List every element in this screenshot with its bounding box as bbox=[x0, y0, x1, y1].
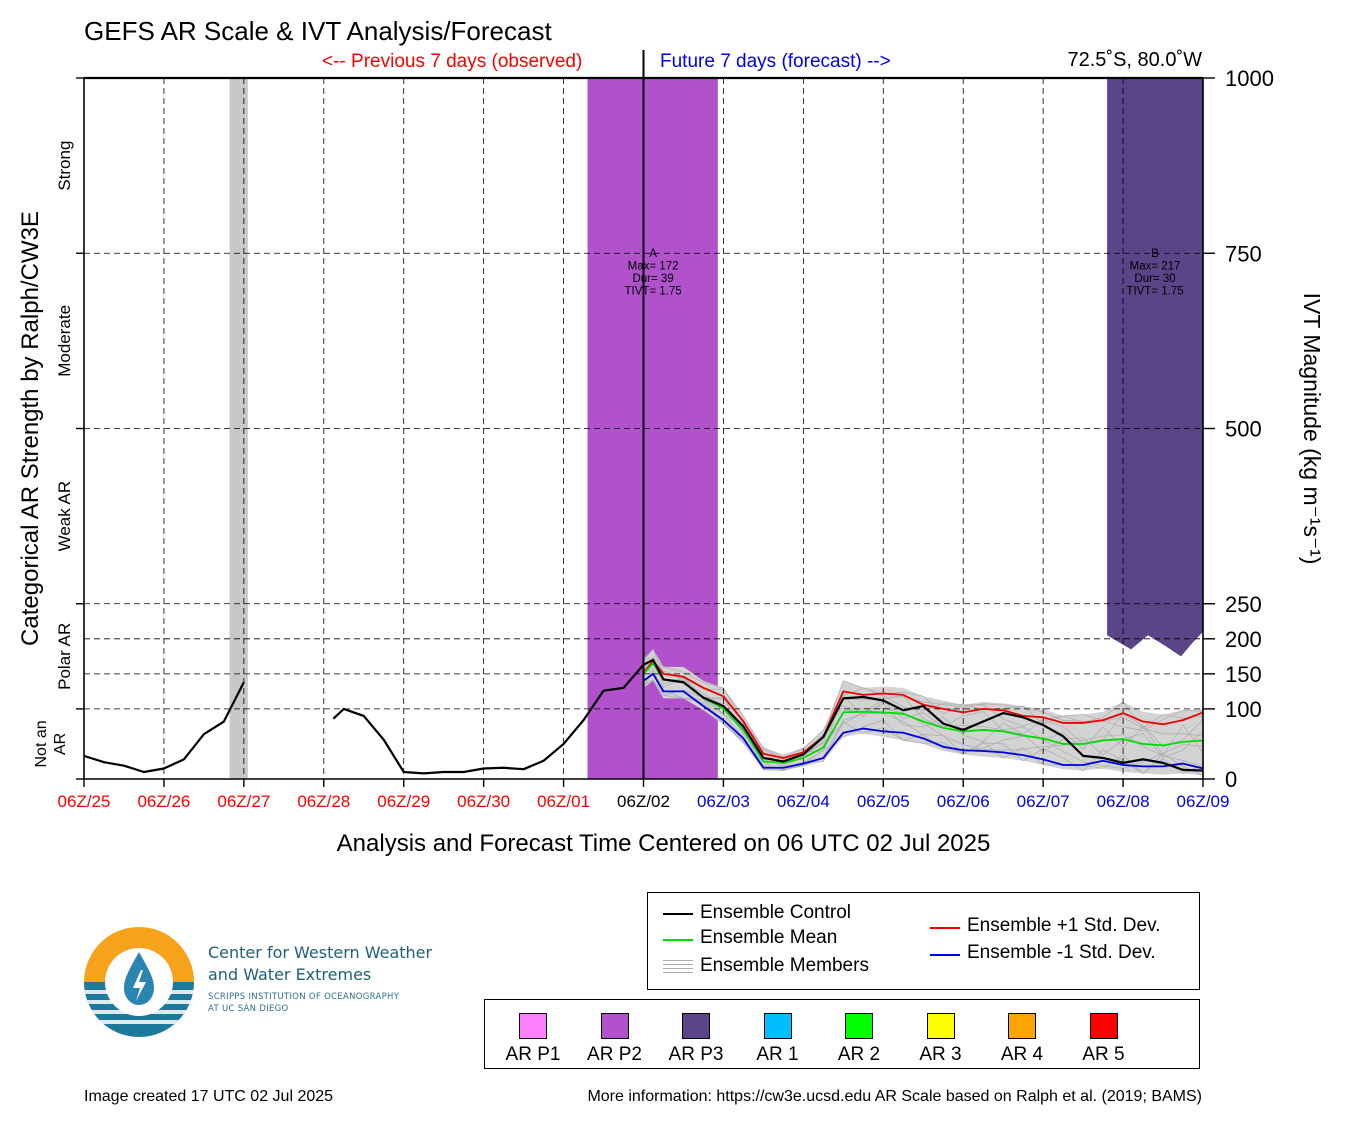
x-tick-label: 06Z/09 bbox=[1177, 792, 1230, 811]
logo-line-1: Center for Western Weather bbox=[208, 943, 433, 962]
y-tick-label: 100 bbox=[1225, 697, 1262, 722]
series-control-1 bbox=[332, 658, 1203, 775]
chart-title: GEFS AR Scale & IVT Analysis/Forecast bbox=[84, 16, 552, 46]
y-tick-label: 750 bbox=[1225, 241, 1262, 266]
category-label-3: Moderate bbox=[55, 305, 74, 377]
y-tick-label: 200 bbox=[1225, 627, 1262, 652]
legend-minus-sd-swatch bbox=[930, 954, 960, 956]
ar-scale-swatch bbox=[845, 1013, 873, 1039]
ensemble-member-8 bbox=[643, 648, 1203, 760]
cw3e-logo-icon bbox=[84, 927, 194, 1037]
axis-text: 06Z/25 06Z/26 06Z/27 06Z/28 06Z/29 06Z/30 06Z/… bbox=[17, 66, 1325, 857]
category-label-1: Polar AR bbox=[55, 623, 74, 690]
event-annotation-line: Dur= 39 bbox=[632, 273, 673, 285]
x-tick-label: 06Z/06 bbox=[937, 792, 990, 811]
category-label-line: Not an bbox=[33, 720, 50, 767]
ar-scale-swatch bbox=[1089, 1013, 1118, 1039]
axes bbox=[76, 50, 1215, 787]
event-annotation-line: B bbox=[1151, 248, 1159, 260]
cw3e-logo: Center for Western Weather and Water Ext… bbox=[84, 926, 484, 1041]
ar-scale-label: AR 3 bbox=[919, 1044, 962, 1065]
logo-sub-2: AT UC SAN DIEGO bbox=[208, 1004, 289, 1014]
category-label-4: Strong bbox=[55, 141, 74, 191]
x-tick-label: 06Z/03 bbox=[697, 792, 750, 811]
x-tick-label: 06Z/28 bbox=[297, 792, 350, 811]
ar-scale-label: AR 2 bbox=[837, 1044, 881, 1065]
event-annotation-line: Dur= 30 bbox=[1134, 273, 1175, 285]
ar-scale-label: AR 4 bbox=[1000, 1044, 1044, 1065]
y-tick-label: 0 bbox=[1225, 767, 1237, 792]
x-tick-label: 06Z/01 bbox=[537, 792, 590, 811]
ar-scale-label: AR P3 bbox=[668, 1044, 724, 1065]
series-plus_sd-0 bbox=[642, 660, 1203, 759]
ar-scale-swatch bbox=[1008, 1013, 1036, 1039]
ar-scale-label: AR P1 bbox=[505, 1044, 561, 1065]
future-days-label: Future 7 days (forecast) --> bbox=[660, 51, 891, 72]
event-annotation-line: TIVT= 1.75 bbox=[1126, 285, 1183, 297]
event-annotation-line: A bbox=[649, 248, 657, 260]
ensemble-member-1 bbox=[643, 668, 1203, 776]
x-tick-label: 06Z/29 bbox=[377, 792, 430, 811]
y-tick-label: 250 bbox=[1225, 592, 1262, 617]
legend-minus-sd-label: Ensemble -1 Std. Dev. bbox=[967, 942, 1156, 963]
ar-scale-swatch bbox=[682, 1013, 710, 1039]
ensemble-member-4 bbox=[643, 669, 1203, 768]
ar-scale-swatch bbox=[519, 1013, 547, 1039]
ar-scale-swatch bbox=[600, 1013, 629, 1039]
legend-members-label: Ensemble Members bbox=[700, 955, 869, 976]
x-tick-label: 06Z/26 bbox=[137, 792, 190, 811]
legend-control-label: Ensemble Control bbox=[700, 902, 852, 923]
x-tick-label: 06Z/04 bbox=[777, 792, 830, 811]
y-axis-title-left: Categorical AR Strength by Ralph/CW3E bbox=[17, 211, 44, 646]
ensemble-member-0 bbox=[643, 680, 1203, 774]
y-tick-label: 500 bbox=[1225, 417, 1262, 442]
more-information-note: More information: https://cw3e.ucsd.edu … bbox=[587, 1088, 1202, 1105]
legend-plus-sd-swatch bbox=[930, 927, 960, 929]
x-tick-label: 06Z/30 bbox=[457, 792, 510, 811]
y-axis-title-right: IVT Magnitude (kg m⁻¹s⁻¹) bbox=[1299, 293, 1325, 565]
series-minus_sd-0 bbox=[642, 672, 1203, 770]
x-tick-label: 06Z/08 bbox=[1097, 792, 1150, 811]
ar-scale-swatch bbox=[763, 1013, 792, 1039]
legend-mean-label: Ensemble Mean bbox=[700, 927, 838, 948]
x-tick-label: 06Z/02 bbox=[617, 792, 670, 811]
category-label-line: AR bbox=[52, 733, 69, 755]
ar-scale-label: AR 1 bbox=[756, 1044, 799, 1065]
location-label: 72.5˚S, 80.0˚W bbox=[1067, 49, 1202, 71]
x-tick-label: 06Z/27 bbox=[217, 792, 270, 811]
series-mean-0 bbox=[642, 662, 1203, 764]
ar-scale-swatch bbox=[926, 1013, 955, 1039]
logo-sub-1: SCRIPPS INSTITUTION OF OCEANOGRAPHY bbox=[208, 992, 400, 1002]
y-tick-label: 1000 bbox=[1225, 66, 1274, 91]
ar-scale-label: AR P2 bbox=[587, 1044, 642, 1065]
legend-members-swatch bbox=[663, 960, 693, 973]
ar-band-2 bbox=[1107, 78, 1203, 657]
y-tick-label: 150 bbox=[1225, 662, 1262, 687]
previous-days-label: <-- Previous 7 days (observed) bbox=[322, 51, 583, 72]
x-axis-title: Analysis and Forecast Time Centered on 0… bbox=[337, 830, 991, 857]
category-label-0: Not an AR bbox=[33, 720, 69, 767]
ar-scale-legend: AR P1 AR P2 AR P3 AR 1 AR 2 AR 3 AR 4 AR 5 bbox=[484, 999, 1200, 1069]
ivt-chart: 06Z/25 06Z/26 06Z/27 06Z/28 06Z/29 06Z/30 06Z/… bbox=[17, 50, 1325, 857]
event-annotation-line: TIVT= 1.75 bbox=[624, 285, 681, 297]
x-tick-label: 06Z/25 bbox=[58, 792, 111, 811]
legend-control-swatch bbox=[663, 913, 693, 915]
x-tick-label: 06Z/07 bbox=[1017, 792, 1070, 811]
category-label-2: Weak AR bbox=[55, 481, 74, 552]
series-legend: Ensemble Control Ensemble Mean Ensemble … bbox=[647, 892, 1200, 990]
x-tick-label: 06Z/05 bbox=[857, 792, 910, 811]
logo-line-2: and Water Extremes bbox=[208, 965, 372, 984]
ar-scale-label: AR 5 bbox=[1082, 1044, 1125, 1065]
series-lines bbox=[84, 658, 1203, 775]
event-annotation-line: Max= 172 bbox=[628, 260, 679, 272]
series-control-0 bbox=[84, 681, 245, 774]
image-created-note: Image created 17 UTC 02 Jul 2025 bbox=[84, 1088, 334, 1105]
legend-mean-swatch bbox=[663, 939, 693, 941]
event-annotation-line: Max= 217 bbox=[1130, 260, 1181, 272]
legend-plus-sd-label: Ensemble +1 Std. Dev. bbox=[967, 915, 1161, 936]
